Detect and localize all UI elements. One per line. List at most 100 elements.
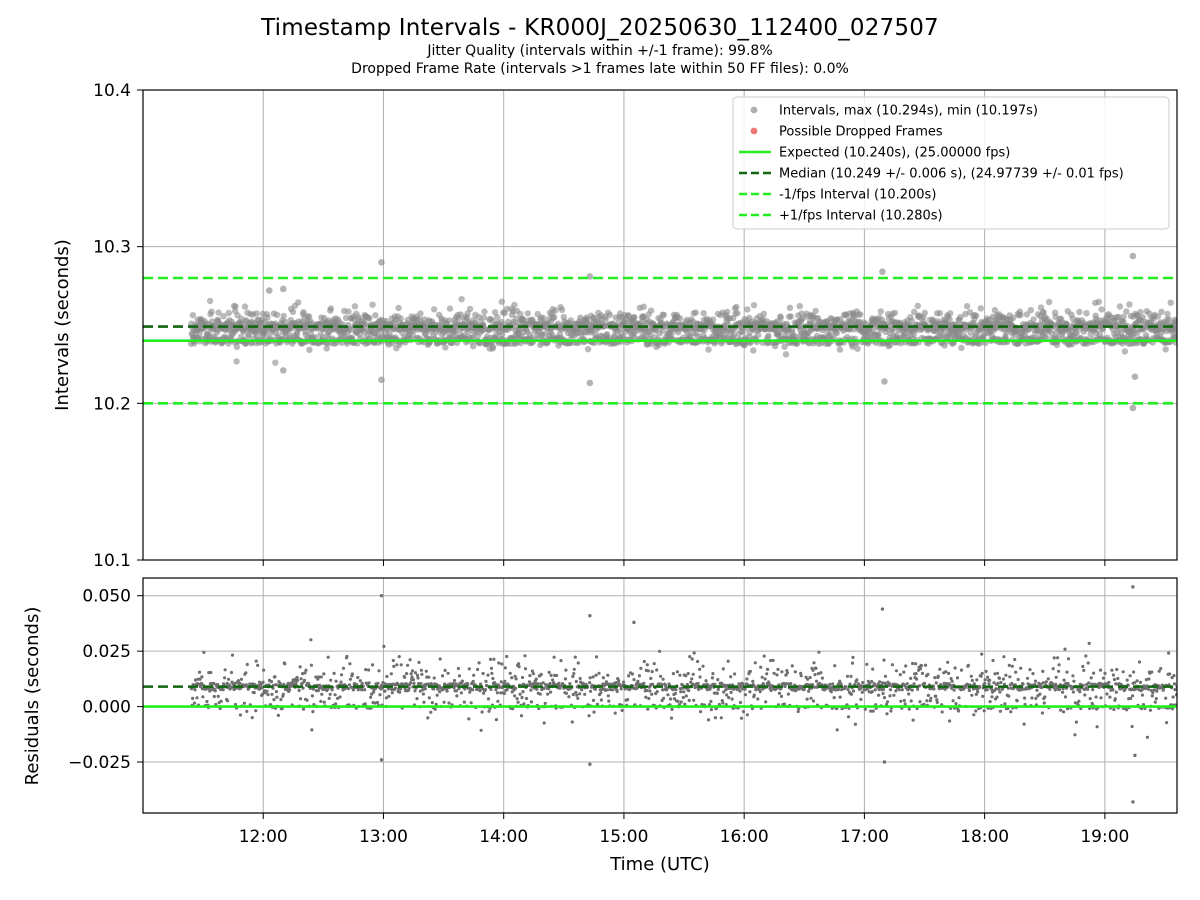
residual-point	[1048, 687, 1052, 691]
residual-point	[557, 681, 561, 686]
residual-point	[925, 699, 929, 703]
residual-point	[846, 687, 850, 692]
residual-point	[415, 673, 420, 678]
residual-point	[994, 687, 998, 691]
interval-point	[551, 314, 558, 321]
legend-item-median: Median (10.249 +/- 0.006 s), (24.97739 +…	[739, 167, 1124, 182]
residual-point	[1111, 673, 1115, 677]
residual-point	[878, 680, 882, 684]
residual-point	[690, 677, 694, 681]
residual-point	[373, 701, 377, 705]
residual-point	[632, 678, 636, 682]
residual-point	[687, 698, 691, 703]
interval-point	[1120, 313, 1127, 321]
residual-point	[849, 692, 854, 696]
residual-point	[309, 663, 313, 667]
residual-point	[1052, 656, 1056, 660]
residual-point	[743, 693, 748, 697]
residual-point	[520, 695, 524, 700]
residual-point	[1155, 689, 1159, 693]
interval-point	[1158, 308, 1165, 315]
residual-point	[420, 672, 424, 677]
residual-point	[600, 687, 604, 692]
interval-point	[958, 344, 965, 351]
residual-point	[511, 707, 515, 711]
residual-point	[696, 659, 700, 664]
residual-point	[980, 652, 984, 656]
residual-point	[345, 654, 349, 659]
residual-point	[305, 698, 309, 702]
residual-point	[193, 688, 197, 692]
interval-point	[730, 332, 738, 339]
residual-point	[645, 663, 649, 667]
residuals-y-tick-label: 0.025	[82, 642, 131, 662]
residual-point	[1074, 720, 1078, 724]
residual-point	[902, 698, 906, 703]
residual-point	[845, 674, 850, 678]
interval-point	[586, 379, 594, 387]
residual-point	[593, 687, 598, 691]
residual-point	[691, 672, 695, 676]
residual-point	[198, 685, 203, 689]
x-tick-label: 17:00	[840, 827, 889, 847]
residual-point	[888, 694, 892, 698]
residual-point	[503, 679, 507, 683]
residual-point	[304, 668, 308, 672]
residual-point	[491, 676, 495, 681]
residual-point	[636, 679, 640, 683]
residual-point	[489, 666, 494, 670]
interval-point	[963, 303, 971, 310]
residual-point	[588, 613, 592, 618]
residual-point	[947, 671, 951, 676]
residual-point	[689, 680, 693, 684]
residual-point	[410, 675, 414, 679]
residual-point	[452, 678, 457, 683]
residual-point	[212, 694, 216, 699]
residual-point	[1089, 676, 1093, 680]
residual-point	[678, 673, 682, 677]
residual-point	[1130, 724, 1134, 729]
residual-point	[715, 691, 719, 696]
residual-point	[543, 701, 547, 706]
residual-point	[970, 678, 974, 683]
residual-point	[914, 672, 918, 676]
residual-point	[1009, 710, 1013, 714]
residual-point	[1057, 669, 1061, 673]
residual-point	[866, 679, 870, 684]
residual-point	[934, 681, 938, 685]
residual-point	[1150, 670, 1154, 674]
residual-point	[877, 693, 881, 697]
residual-point	[606, 694, 610, 698]
residual-point	[389, 672, 393, 676]
residual-point	[1063, 647, 1067, 651]
residual-point	[829, 690, 833, 694]
residual-point	[998, 709, 1003, 713]
residual-point	[1016, 677, 1020, 682]
residual-point	[980, 671, 984, 676]
residual-point	[1014, 670, 1018, 674]
residual-point	[578, 676, 582, 681]
residual-point	[434, 702, 438, 707]
residual-point	[457, 674, 461, 678]
residual-point	[1013, 657, 1017, 662]
residual-point	[471, 688, 475, 692]
residual-point	[1058, 687, 1062, 692]
residuals-y-axis-label: Residuals (seconds)	[22, 607, 43, 786]
residual-point	[390, 687, 394, 692]
residual-point	[455, 694, 459, 698]
interval-point	[342, 314, 350, 322]
residual-point	[900, 688, 904, 692]
residual-point	[1091, 688, 1095, 692]
residual-point	[252, 691, 256, 695]
residual-point	[242, 701, 246, 705]
residual-point	[578, 692, 582, 696]
residual-point	[530, 669, 535, 673]
residual-point	[321, 687, 325, 692]
residual-point	[1040, 711, 1044, 715]
dropped-frame-subtitle: Dropped Frame Rate (intervals >1 frames …	[351, 61, 849, 77]
residual-point	[356, 675, 360, 680]
residual-point	[760, 675, 764, 679]
residual-point	[1128, 674, 1132, 678]
